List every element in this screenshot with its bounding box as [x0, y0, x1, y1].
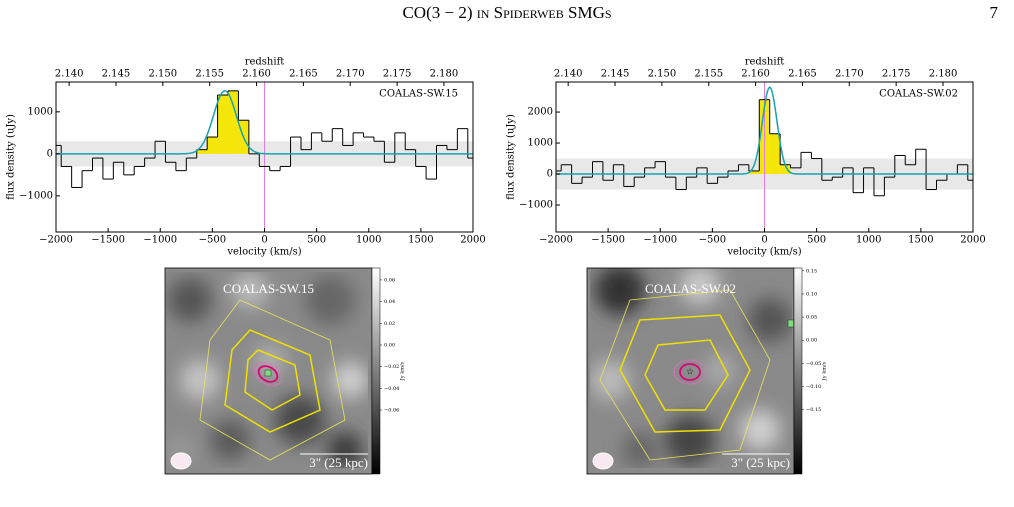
- marker: [787, 319, 795, 328]
- colorbar-tick-label: 0.06: [384, 277, 395, 283]
- x-tick-label: 500: [807, 235, 826, 246]
- x-tick-label: 0: [261, 235, 267, 246]
- x2-axis-label: redshift: [245, 57, 285, 68]
- x-tick-label: −1500: [591, 235, 625, 246]
- x2-tick-label: 2.150: [149, 69, 178, 80]
- colorbar-tick-label: −0.04: [384, 386, 399, 392]
- x-tick-label: 1500: [908, 235, 933, 246]
- y-tick-label: 0: [47, 148, 53, 159]
- image-panel: ☆: [587, 268, 794, 474]
- x-tick-label: 2000: [960, 235, 985, 246]
- colorbar-tick-label: 0.00: [806, 338, 817, 344]
- page-title: CO(3 − 2) in Spiderweb SMGs: [402, 3, 611, 22]
- x2-tick-label: 2.140: [554, 69, 583, 80]
- x-tick-label: −500: [699, 235, 726, 246]
- line-channel: [207, 137, 218, 154]
- colorbar-tick-label: 0.04: [384, 299, 395, 305]
- image-panel: [165, 268, 372, 474]
- colorbar-tick-label: 0.05: [806, 315, 817, 321]
- x-tick-label: −2000: [39, 235, 73, 246]
- y-tick-label: −1000: [519, 200, 553, 211]
- x2-tick-label: 2.175: [383, 69, 412, 80]
- x2-tick-label: 2.160: [242, 69, 271, 80]
- scale-label: 3" (25 kpc): [309, 455, 368, 470]
- x2-tick-label: 2.140: [55, 69, 84, 80]
- gaussian-fit: [556, 86, 973, 175]
- x-axis-label: velocity (km/s): [226, 247, 301, 258]
- x-axis-label: velocity (km/s): [726, 247, 801, 258]
- y-tick-label: 0: [547, 169, 553, 180]
- colorbar-tick-label: −0.06: [384, 408, 399, 414]
- x-tick-label: −1000: [643, 235, 677, 246]
- annotation: COALAS-SW.02: [879, 89, 958, 100]
- x2-tick-label: 2.145: [102, 69, 131, 80]
- colorbar-label: Jy km/s: [400, 361, 406, 381]
- x2-tick-label: 2.145: [601, 69, 630, 80]
- spectrum-panel: −2000 −1500 −1000 −500 0 500 1000 1500 2000 −1000…: [6, 57, 486, 258]
- x2-tick-label: 2.155: [694, 69, 723, 80]
- annotation: COALAS-SW.15: [379, 89, 458, 100]
- page-number: 7: [990, 3, 999, 22]
- colorbar-label: Jy km/s: [822, 361, 828, 381]
- image-label: COALAS-SW.15: [223, 281, 314, 296]
- gaussian-fit: [56, 90, 473, 155]
- x2-tick-label: 2.165: [788, 69, 817, 80]
- x-tick-label: −1500: [91, 235, 125, 246]
- colorbar-tick-label: −0.05: [806, 361, 821, 367]
- star-marker: ☆: [686, 368, 694, 378]
- y-tick-label: 2000: [528, 107, 553, 118]
- colorbar-tick-label: −0.15: [806, 407, 821, 413]
- x-tick-label: 1000: [856, 235, 881, 246]
- line-channel: [196, 149, 208, 154]
- x2-tick-label: 2.180: [430, 69, 459, 80]
- x2-tick-label: 2.180: [929, 69, 958, 80]
- x2-tick-label: 2.150: [648, 69, 677, 80]
- line-channel: [748, 170, 760, 175]
- colorbar-tick-label: 0.02: [384, 321, 395, 327]
- y-tick-label: 1000: [28, 106, 53, 117]
- colorbar-tick-label: 0.15: [806, 268, 817, 274]
- x-tick-label: 1000: [356, 235, 381, 246]
- line-channel: [217, 95, 229, 154]
- y-axis-label: flux density (uJy): [6, 114, 17, 200]
- y-axis-label: flux density (uJy): [506, 114, 517, 200]
- spectrum-panel: −2000 −1500 −1000 −500 0 500 1000 1500 2000 −1000…: [506, 57, 986, 258]
- x-tick-label: −1000: [143, 235, 177, 246]
- x2-tick-label: 2.170: [336, 69, 365, 80]
- x2-tick-label: 2.165: [289, 69, 318, 80]
- x-tick-label: 500: [307, 235, 326, 246]
- y-tick-label: −1000: [19, 190, 53, 201]
- x2-tick-label: 2.160: [741, 69, 770, 80]
- x-tick-label: 2000: [460, 235, 485, 246]
- x2-tick-label: 2.175: [882, 69, 911, 80]
- colorbar-tick-label: 0.00: [384, 342, 395, 348]
- x-tick-label: −2000: [539, 235, 573, 246]
- scale-label: 3" (25 kpc): [731, 455, 790, 470]
- plot-area: [556, 82, 973, 232]
- colorbar-tick-label: 0.10: [806, 291, 817, 297]
- colorbar-tick-label: −0.10: [806, 384, 821, 390]
- line-channel: [769, 133, 781, 175]
- y-tick-label: 1000: [528, 138, 553, 149]
- colorbar: [793, 267, 803, 475]
- plot-area: [56, 82, 473, 232]
- x-tick-label: −500: [199, 235, 226, 246]
- x2-tick-label: 2.170: [835, 69, 864, 80]
- x2-tick-label: 2.155: [195, 69, 224, 80]
- x-tick-label: 0: [761, 235, 767, 246]
- colorbar-tick-label: −0.02: [384, 364, 399, 370]
- line-channel: [780, 164, 791, 175]
- x2-axis-label: redshift: [745, 57, 785, 68]
- colorbar: [371, 267, 381, 475]
- x-tick-label: 1500: [408, 235, 433, 246]
- line-channel: [228, 90, 239, 154]
- image-label: COALAS-SW.02: [645, 281, 736, 296]
